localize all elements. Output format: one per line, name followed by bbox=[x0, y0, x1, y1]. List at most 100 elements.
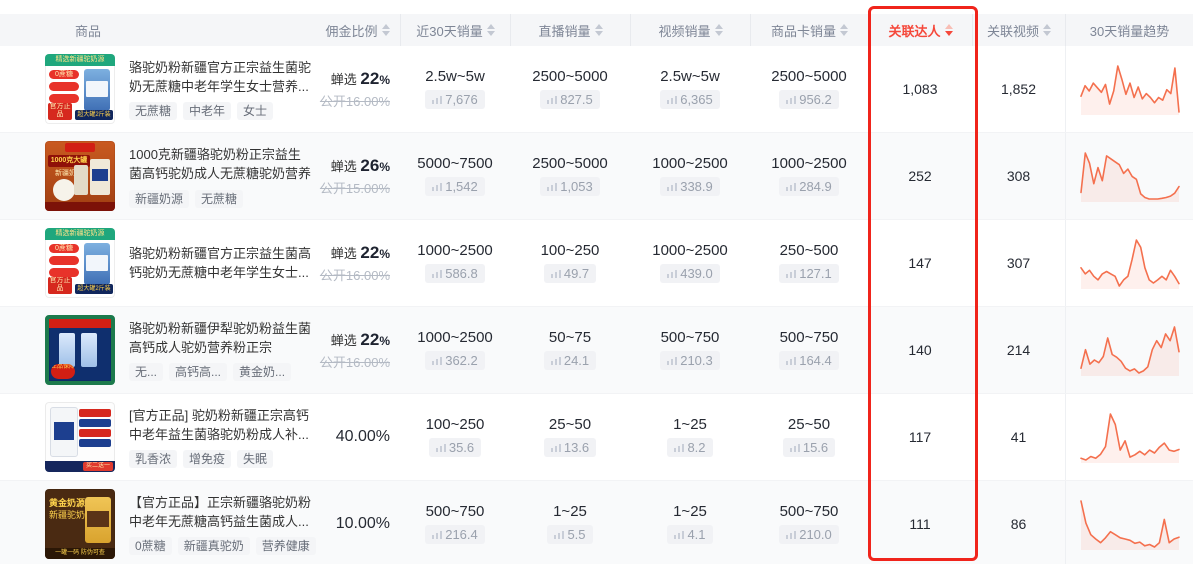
sales-sub-badge: 210.3 bbox=[660, 351, 720, 371]
column-header-commission[interactable]: 佣金比例 bbox=[315, 14, 400, 46]
trend-cell bbox=[1065, 481, 1193, 564]
product-image[interactable]: 精选新疆驼奶源 0蔗糖 官方正品 超大罐2斤装 bbox=[45, 54, 115, 124]
sales-sub-value: 362.2 bbox=[445, 353, 478, 369]
bar-chart-icon bbox=[432, 530, 443, 539]
product-image-badge bbox=[79, 409, 111, 417]
chanxuan-commission: 蝉选 26% bbox=[315, 156, 390, 176]
product-image-ribbon bbox=[65, 143, 95, 152]
product-image[interactable]: 精选新疆驼奶源 0蔗糖 官方正品 超大罐2斤装 bbox=[45, 228, 115, 298]
product-title[interactable]: 1000克新疆骆驼奶粉正宗益生菌高钙驼奶成人无蔗糖驼奶营养粉 bbox=[129, 146, 311, 181]
sales-sub-badge: 827.5 bbox=[540, 90, 600, 110]
commission-unit: % bbox=[379, 72, 390, 87]
product-image-footer bbox=[45, 461, 115, 472]
product-tag: 无蔗糖 bbox=[129, 102, 178, 120]
sales-sub-badge: 4.1 bbox=[667, 525, 713, 545]
sales-sub-badge: 439.0 bbox=[660, 264, 720, 284]
product-image-footer: 一罐一码 防伪可查 bbox=[45, 548, 115, 559]
table-row: 正品保障 骆驼奶粉新疆伊犁驼奶粉益生菌高钙成人驼奶营养粉正宗 无... 高钙高.… bbox=[0, 307, 1193, 394]
product-cell: 精选新疆驼奶源 0蔗糖 官方正品 超大罐2斤装 骆驼奶粉新疆官方正宗益生菌驼奶无… bbox=[0, 54, 315, 124]
product-tags: 无蔗糖 中老年 女士 bbox=[129, 102, 311, 120]
public-commission-strikethrough: 公开15.00% bbox=[319, 180, 390, 196]
trend-cell bbox=[1065, 220, 1193, 306]
sales-sub-badge: 127.1 bbox=[779, 264, 839, 284]
related-darren-count: 252 bbox=[908, 168, 932, 184]
sort-icon[interactable] bbox=[944, 24, 953, 36]
sort-icon[interactable] bbox=[486, 24, 495, 36]
milk-can-graphic bbox=[90, 159, 110, 195]
column-header-sales-30d[interactable]: 近30天销量 bbox=[400, 14, 510, 46]
chanxuan-commission: 蝉选 22% bbox=[315, 330, 390, 350]
sales-sub-badge: 5.5 bbox=[547, 525, 593, 545]
sales-sub-badge: 15.6 bbox=[782, 438, 836, 458]
product-image-stamp: 官方正品 bbox=[48, 277, 72, 294]
column-header-label: 近30天销量 bbox=[416, 23, 483, 39]
bar-chart-icon bbox=[550, 356, 561, 365]
sales-sub-badge: 13.6 bbox=[543, 438, 597, 458]
sales-sub-badge: 284.9 bbox=[779, 177, 839, 197]
sales-trend-sparkline bbox=[1079, 239, 1180, 289]
product-tag: 无蔗糖 bbox=[195, 189, 244, 208]
commission-label: 蝉选 bbox=[330, 332, 357, 348]
commission-label: 蝉选 bbox=[330, 158, 357, 174]
sales-sub-badge: 7,676 bbox=[425, 90, 485, 110]
bar-chart-icon bbox=[435, 443, 446, 452]
bar-chart-icon bbox=[786, 530, 797, 539]
product-info: 骆驼奶粉新疆官方正宗益生菌高钙驼奶无蔗糖中老年学生女士... bbox=[129, 244, 311, 282]
product-info: 骆驼奶粉新疆官方正宗益生菌驼奶无蔗糖中老年学生女士营养... 无蔗糖 中老年 女… bbox=[129, 58, 311, 120]
product-tags: 乳香浓 增免疫 失眠 bbox=[129, 450, 311, 468]
product-tags: 新疆奶源 无蔗糖 bbox=[129, 189, 311, 208]
product-image-banner: 精选新疆驼奶源 bbox=[45, 54, 115, 66]
product-image-text: 新疆驼奶 bbox=[49, 510, 86, 520]
column-header-label: 视频销量 bbox=[658, 23, 711, 39]
sales-sub-value: 338.9 bbox=[680, 179, 713, 195]
sales-sub-badge: 362.2 bbox=[425, 351, 485, 371]
product-image[interactable]: 正品保障 bbox=[45, 315, 115, 385]
product-image-badge: 1000克大罐 bbox=[48, 155, 90, 167]
bar-chart-icon bbox=[674, 443, 685, 452]
card-sales-cell: 250~500 127.1 bbox=[750, 242, 868, 284]
card-sales-cell: 25~50 15.6 bbox=[750, 416, 868, 458]
sales-sub-badge: 8.2 bbox=[667, 438, 713, 458]
sort-icon[interactable] bbox=[381, 24, 390, 36]
sales-sub-value: 7,676 bbox=[445, 92, 478, 108]
sort-icon[interactable] bbox=[594, 24, 603, 36]
column-header-product: 商品 bbox=[0, 14, 315, 46]
sort-icon[interactable] bbox=[840, 24, 848, 36]
product-image[interactable]: 1000克大罐 新疆奶源 bbox=[45, 141, 115, 211]
milk-can-graphic bbox=[84, 243, 110, 285]
product-cell: 正品保障 骆驼奶粉新疆伊犁驼奶粉益生菌高钙成人驼奶营养粉正宗 无... 高钙高.… bbox=[0, 315, 315, 385]
column-header-related-videos[interactable]: 关联视频 bbox=[972, 14, 1065, 46]
sort-icon[interactable] bbox=[1043, 24, 1051, 36]
product-title[interactable]: 【官方正品】正宗新疆骆驼奶粉中老年无蔗糖高钙益生菌成人... bbox=[129, 495, 311, 529]
product-title[interactable]: 骆驼奶粉新疆官方正宗益生菌高钙驼奶无蔗糖中老年学生女士... bbox=[129, 246, 311, 280]
product-title[interactable]: 骆驼奶粉新疆官方正宗益生菌驼奶无蔗糖中老年学生女士营养... bbox=[129, 60, 311, 94]
product-title[interactable]: [官方正品] 驼奶粉新疆正宗高钙中老年益生菌骆驼奶粉成人补... bbox=[129, 408, 309, 442]
bar-chart-icon bbox=[550, 443, 561, 452]
product-image[interactable]: 买二送一 bbox=[45, 402, 115, 472]
product-tag: 黄金奶... bbox=[233, 363, 292, 381]
sales-trend-sparkline bbox=[1079, 65, 1180, 115]
column-header-card-sales[interactable]: 商品卡销量 bbox=[750, 14, 868, 46]
product-image-badge bbox=[49, 268, 79, 277]
sales-sub-value: 216.4 bbox=[445, 527, 478, 543]
live-sales-cell: 2500~5000 1,053 bbox=[510, 155, 630, 197]
column-header-video-sales[interactable]: 视频销量 bbox=[630, 14, 750, 46]
milk-can-graphic bbox=[84, 69, 110, 111]
column-header-live-sales[interactable]: 直播销量 bbox=[510, 14, 630, 46]
related-darren-count: 147 bbox=[908, 255, 932, 271]
product-image[interactable]: 黄金奶源 新疆驼奶 一罐一码 防伪可查 bbox=[45, 489, 115, 559]
trend-cell bbox=[1065, 46, 1193, 132]
milk-bottle-graphic bbox=[81, 333, 97, 367]
sort-icon[interactable] bbox=[714, 24, 723, 36]
sales-range: 2500~5000 bbox=[532, 155, 608, 173]
product-tag: 0蔗糖 bbox=[129, 537, 172, 555]
sales-sub-value: 127.1 bbox=[799, 266, 832, 282]
bar-chart-icon bbox=[547, 182, 558, 191]
column-header-related-darren[interactable]: 关联达人 bbox=[868, 14, 972, 46]
product-title[interactable]: 骆驼奶粉新疆伊犁驼奶粉益生菌高钙成人驼奶营养粉正宗 bbox=[129, 321, 311, 355]
table-row: 黄金奶源 新疆驼奶 一罐一码 防伪可查 【官方正品】正宗新疆骆驼奶粉中老年无蔗糖… bbox=[0, 481, 1193, 564]
product-info: 【官方正品】正宗新疆骆驼奶粉中老年无蔗糖高钙益生菌成人... 0蔗糖 新疆真驼奶… bbox=[129, 493, 316, 555]
card-sales-cell: 500~750 164.4 bbox=[750, 329, 868, 371]
table-row: 精选新疆驼奶源 0蔗糖 官方正品 超大罐2斤装 骆驼奶粉新疆官方正宗益生菌驼奶无… bbox=[0, 46, 1193, 133]
